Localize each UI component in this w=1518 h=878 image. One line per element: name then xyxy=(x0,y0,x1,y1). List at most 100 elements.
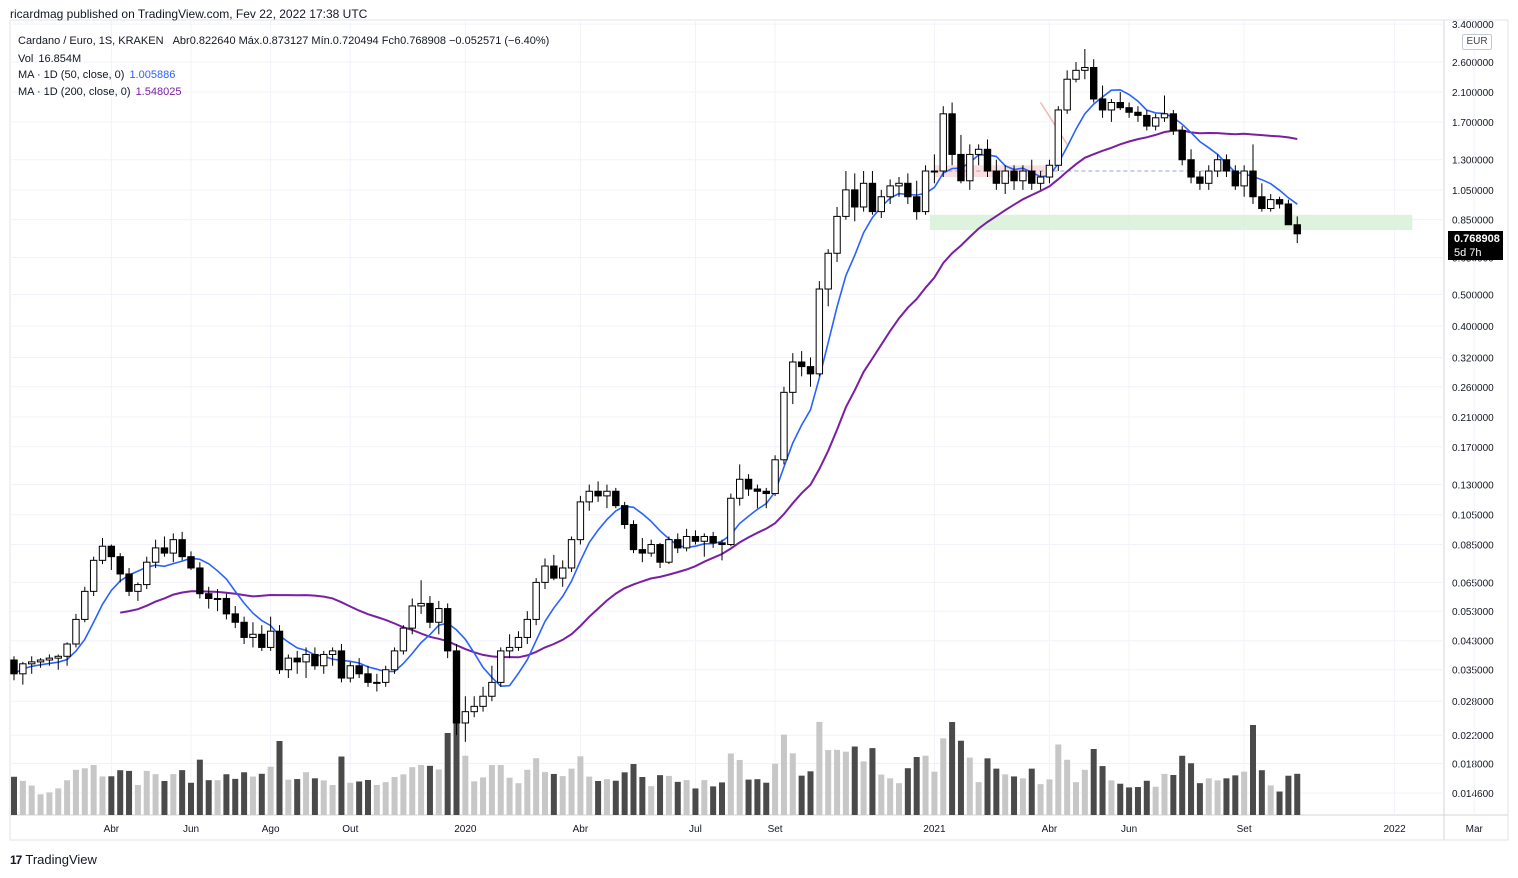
candle-body xyxy=(1063,78,1071,111)
candle-body xyxy=(895,182,903,187)
candle-body xyxy=(275,630,284,671)
chart-frame xyxy=(9,19,1509,841)
candle-body xyxy=(249,633,257,638)
legend-ma200-row[interactable]: MA · 1D (200, close, 0) 1.548025 xyxy=(18,86,181,98)
volume-bar xyxy=(373,785,380,815)
volume-bar xyxy=(603,779,610,815)
candle-body xyxy=(328,650,337,655)
candle-body xyxy=(523,618,531,638)
price-tick-label: 1.300000 xyxy=(1452,156,1494,167)
candle-body xyxy=(196,567,204,595)
volume-bar xyxy=(727,753,734,815)
volume-bar xyxy=(533,758,540,815)
price-tick-label: 0.035000 xyxy=(1452,666,1494,677)
volume-bar xyxy=(72,769,79,815)
volume-bar xyxy=(99,776,106,815)
candle-body xyxy=(771,459,779,495)
volume-bar xyxy=(28,785,35,815)
volume-bar xyxy=(1258,770,1265,815)
price-tick-label: 0.170000 xyxy=(1452,443,1494,454)
legend-volume-row: Vol 16.854M xyxy=(18,53,81,65)
price-tick-label: 3.400000 xyxy=(1452,20,1494,31)
volume-bar xyxy=(1241,771,1248,815)
time-tick-label: 2022 xyxy=(1383,824,1406,835)
candle-body xyxy=(620,505,629,525)
time-tick-label: Set xyxy=(768,824,783,835)
volume-bar xyxy=(975,782,982,815)
volume-bar xyxy=(1134,787,1141,815)
ma50-line xyxy=(13,89,1298,688)
volume-bar xyxy=(426,765,433,815)
volume-bar xyxy=(480,777,487,815)
volume-bar xyxy=(772,763,779,815)
time-tick-label: Abr xyxy=(573,824,589,835)
volume-bar xyxy=(418,765,425,815)
legend-ma50-value: 1.005886 xyxy=(129,69,176,81)
volume-bar xyxy=(657,775,664,815)
candle-body xyxy=(514,636,523,648)
volume-bar xyxy=(223,774,230,815)
candle-body xyxy=(691,535,700,542)
candle-body xyxy=(461,711,470,724)
candle-body xyxy=(674,539,682,549)
candle-body xyxy=(700,535,708,542)
time-tick-label: Mar xyxy=(1466,824,1484,835)
volume-bar xyxy=(542,772,548,815)
candle-body xyxy=(762,490,770,495)
candle-body xyxy=(1293,224,1301,235)
candle-body xyxy=(399,627,408,652)
volume-bar xyxy=(1126,787,1133,815)
candle-body xyxy=(1284,203,1293,226)
volume-bar xyxy=(64,780,71,815)
candle-body xyxy=(789,361,797,393)
candle-body xyxy=(629,523,638,551)
volume-bar xyxy=(621,772,628,815)
legend-ma200-label: MA · 1D (200, close, 0) xyxy=(18,86,131,98)
price-tick-label: 0.500000 xyxy=(1452,291,1494,302)
volume-bar xyxy=(665,775,672,815)
candle-body xyxy=(753,488,762,492)
price-tick-label: 0.105000 xyxy=(1452,511,1494,522)
candle-body xyxy=(488,681,496,697)
candle-body xyxy=(311,653,319,667)
candle-body xyxy=(1205,170,1213,184)
candle-body xyxy=(532,581,540,620)
candle-body xyxy=(559,567,567,579)
volume-bar xyxy=(648,786,655,815)
volume-bar xyxy=(462,755,469,815)
legend-vol-value: 16.854M xyxy=(38,53,82,65)
candle-body xyxy=(1010,170,1018,182)
legend-ma50-row[interactable]: MA · 1D (50, close, 0) 1.005886 xyxy=(18,69,175,81)
price-tick-label: 0.400000 xyxy=(1452,322,1494,333)
volume-bar xyxy=(11,776,17,815)
candle-body xyxy=(541,565,549,583)
volume-bar xyxy=(81,768,88,815)
currency-badge[interactable]: EUR xyxy=(1462,34,1492,50)
time-tick-label: Out xyxy=(342,824,358,835)
volume-bar xyxy=(577,756,584,815)
candle-body xyxy=(205,593,213,599)
candle-body xyxy=(1098,98,1107,111)
candle-body xyxy=(143,561,151,586)
volume-bar xyxy=(957,740,964,815)
candle-body xyxy=(160,547,169,554)
candle-body xyxy=(1169,113,1178,131)
volume-bar xyxy=(117,770,124,815)
candle-body xyxy=(1240,170,1248,187)
price-tick-label: 0.065000 xyxy=(1452,578,1494,589)
volume-bar xyxy=(816,721,823,815)
tradingview-brand[interactable]: 17 TradingView xyxy=(10,852,97,867)
candle-body xyxy=(709,535,717,544)
price-tick-label: 0.014600 xyxy=(1452,789,1494,800)
volume-bar xyxy=(701,780,708,815)
volume-bar xyxy=(276,741,283,815)
volume-bar xyxy=(834,749,841,815)
volume-bar xyxy=(232,778,239,815)
candle-body xyxy=(868,182,877,213)
volume-bar xyxy=(471,781,478,815)
price-tick-label: 0.028000 xyxy=(1452,697,1494,708)
volume-bar xyxy=(488,765,495,815)
candle-body xyxy=(497,650,505,683)
volume-bar xyxy=(285,779,292,815)
